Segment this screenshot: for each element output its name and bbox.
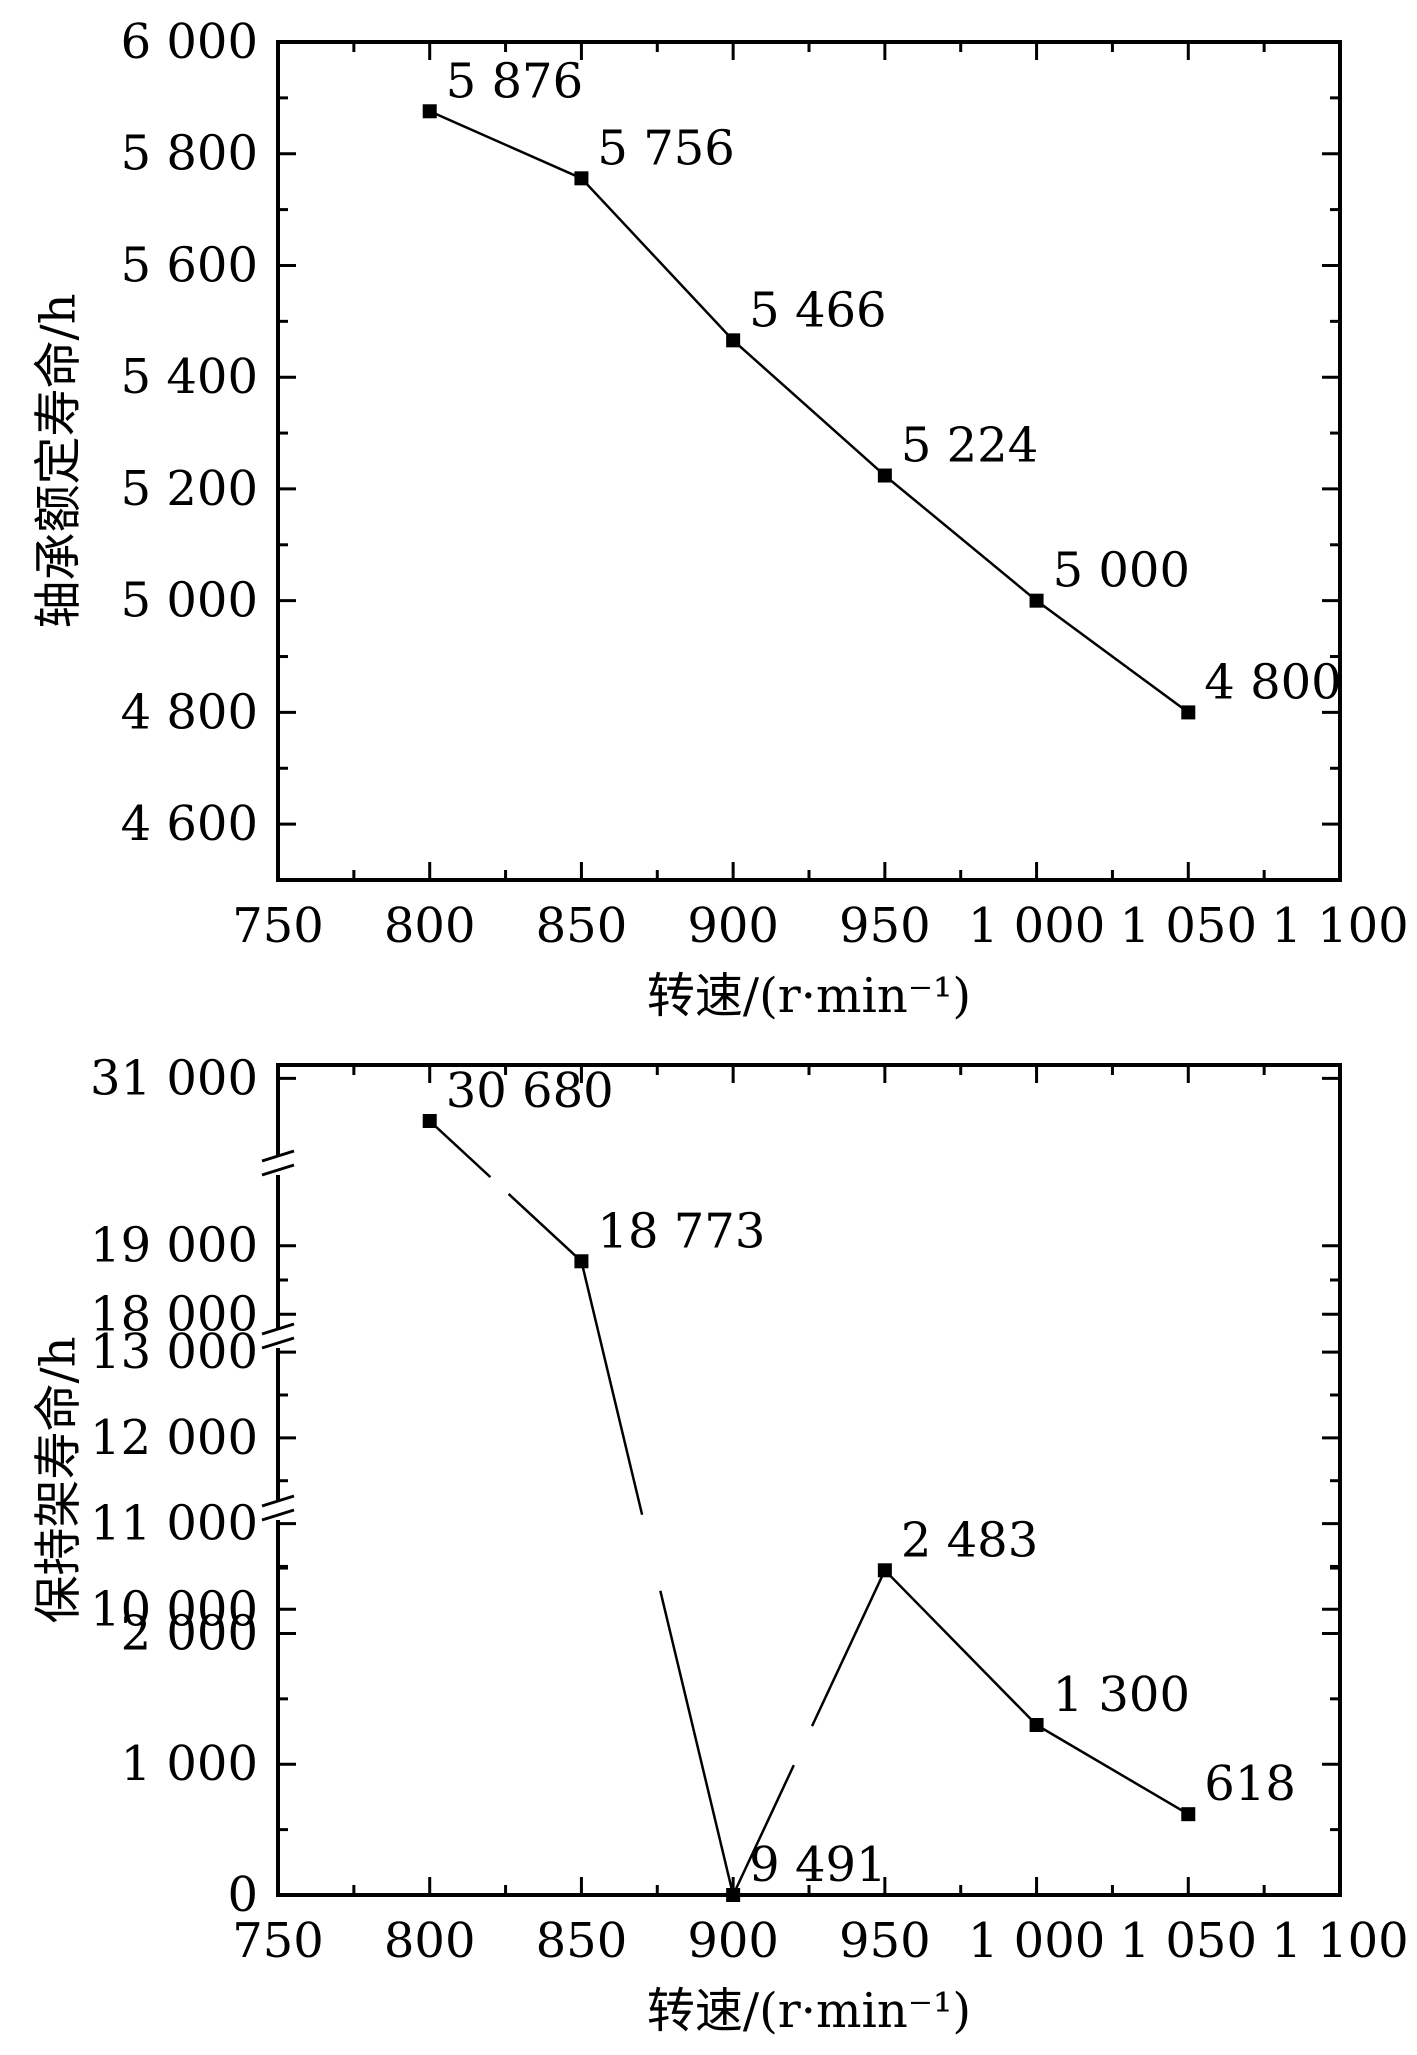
x-axis-title: 转速/(r·min⁻¹)	[647, 968, 971, 1024]
series-line-segment	[659, 1590, 735, 1896]
plot-frame-2	[276, 1063, 1342, 1897]
series-line-segment	[732, 1764, 795, 1896]
axis-break-mark	[261, 1163, 295, 1177]
y-tick-label: 4 800	[121, 684, 258, 740]
y-tick-label: 2 000	[121, 1605, 258, 1661]
data-point-marker	[877, 1563, 892, 1578]
data-label: 5 876	[446, 53, 583, 109]
data-label: 618	[1204, 1756, 1296, 1812]
axis-break-mark	[261, 1149, 295, 1163]
x-tick-label: 1 050	[1120, 1913, 1257, 1969]
y-axis-title: 轴承额定寿命/h	[31, 293, 87, 628]
data-label: 2 483	[901, 1512, 1038, 1568]
series-line-segment	[810, 1569, 886, 1727]
x-tick-label: 850	[536, 898, 628, 954]
y-tick-label: 0	[227, 1867, 258, 1923]
series-line	[429, 110, 1190, 714]
y-tick-label: 10 000	[90, 1581, 258, 1637]
y-tick-label: 13 000	[90, 1324, 258, 1380]
series-line-segment	[428, 1120, 492, 1179]
series-line-segment	[1035, 1723, 1189, 1816]
y-tick-label: 6 000	[121, 14, 258, 70]
data-label: 5 756	[597, 120, 734, 176]
data-point-marker	[1029, 1718, 1044, 1732]
data-label: 5 466	[749, 282, 886, 338]
data-point-marker	[574, 171, 589, 186]
x-tick-label: 800	[384, 898, 476, 954]
y-tick-label: 5 600	[121, 237, 258, 293]
data-point-marker	[877, 468, 892, 483]
x-axis-title: 转速/(r·min⁻¹)	[647, 1983, 971, 2039]
y-tick-label: 11 000	[90, 1496, 258, 1552]
data-point-marker	[1181, 705, 1196, 720]
y-tick-label: 31 000	[90, 1050, 258, 1106]
axis-break-mark	[261, 1322, 295, 1336]
y-tick-label: 18 000	[90, 1286, 258, 1342]
data-point-marker	[574, 1254, 589, 1269]
y-tick-label: 1 000	[121, 1736, 258, 1792]
data-label: 5 224	[901, 418, 1038, 474]
series-line-segment	[507, 1193, 583, 1263]
x-tick-label: 1 050	[1120, 898, 1257, 954]
y-tick-label: 5 200	[121, 461, 258, 517]
y-tick-label: 19 000	[90, 1218, 258, 1274]
series-line-segment	[580, 1260, 644, 1516]
data-point-marker	[726, 333, 741, 348]
x-tick-label: 1 000	[968, 898, 1105, 954]
x-tick-label: 900	[687, 1913, 779, 1969]
data-label: 1 300	[1053, 1667, 1190, 1723]
data-point-marker	[726, 1888, 741, 1902]
axis-break-mark	[261, 1508, 295, 1522]
data-point-marker	[1181, 1807, 1196, 1822]
y-tick-label: 4 600	[121, 796, 258, 852]
y-tick-label: 12 000	[90, 1410, 258, 1466]
data-point-marker	[422, 1114, 437, 1128]
x-tick-label: 950	[839, 1913, 931, 1969]
y-tick-label: 5 000	[121, 573, 258, 629]
x-tick-label: 900	[687, 898, 779, 954]
axis-break-mark	[261, 1336, 295, 1350]
x-tick-label: 800	[384, 1913, 476, 1969]
y-tick-label: 5 400	[121, 349, 258, 405]
x-tick-label: 750	[232, 1913, 324, 1969]
data-label: 9 491	[749, 1837, 886, 1893]
data-label: 18 773	[597, 1203, 765, 1259]
plot-frame-1	[276, 40, 1342, 882]
axis-break-mark	[261, 1494, 295, 1508]
data-label: 4 800	[1204, 654, 1341, 710]
x-tick-label: 950	[839, 898, 931, 954]
data-point-marker	[1029, 593, 1044, 608]
x-tick-label: 850	[536, 1913, 628, 1969]
x-tick-label: 1 000	[968, 1913, 1105, 1969]
data-point-marker	[422, 104, 437, 119]
x-tick-label: 750	[232, 898, 324, 954]
data-label: 5 000	[1053, 543, 1190, 599]
data-label: 30 680	[446, 1063, 614, 1119]
series-line-segment	[883, 1569, 1038, 1726]
y-axis-title: 保持架寿命/h	[31, 1336, 87, 1623]
x-tick-label: 1 100	[1271, 1913, 1408, 1969]
y-tick-label: 5 800	[121, 126, 258, 182]
x-tick-label: 1 100	[1271, 898, 1408, 954]
